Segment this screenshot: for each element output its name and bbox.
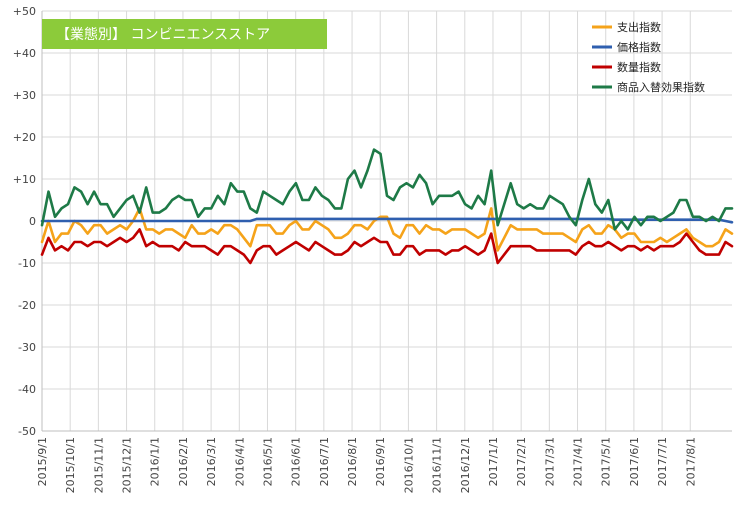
chart-title-box: 【業態別】 コンビニエンスストア [42, 19, 327, 49]
x-tick-label: 2016/6/1 [290, 437, 303, 486]
x-tick-label: 2017/2/1 [515, 437, 528, 486]
x-tick-label: 2016/9/1 [374, 437, 387, 486]
y-tick-label: +40 [13, 47, 36, 60]
x-tick-label: 2015/12/1 [121, 437, 134, 493]
y-tick-label: +10 [13, 173, 36, 186]
x-tick-label: 2017/6/1 [628, 437, 641, 486]
legend-label: 数量指数 [617, 60, 661, 74]
x-tick-label: 2016/8/1 [346, 437, 359, 486]
series-lines [40, 148, 734, 265]
x-tick-label: 2016/10/1 [402, 437, 415, 493]
title-background [42, 19, 327, 49]
series-line-0 [40, 207, 734, 252]
y-tick-label: +50 [13, 5, 36, 18]
x-tick-label: 2015/10/1 [64, 437, 77, 493]
legend-label: 価格指数 [617, 40, 661, 54]
x-tick-label: 2017/4/1 [572, 437, 585, 486]
legend-label: 商品入替効果指数 [617, 80, 705, 94]
x-tick-label: 2015/11/1 [92, 437, 105, 493]
y-tick-label: +20 [13, 131, 36, 144]
x-tick-label: 2016/11/1 [431, 437, 444, 493]
x-tick-label: 2017/3/1 [543, 437, 556, 486]
y-axis-ticks: +50 +40 +30 +20 +10 0 -10 -20 -30 -40 -50 [13, 5, 36, 438]
series-line-2 [40, 228, 734, 265]
x-tick-label: 2016/2/1 [177, 437, 190, 486]
x-tick-label: 2016/3/1 [205, 437, 218, 486]
x-tick-label: 2017/5/1 [600, 437, 613, 486]
y-tick-label: -30 [18, 341, 36, 354]
series-line-1 [40, 217, 734, 224]
x-tick-label: 2016/1/1 [149, 437, 162, 486]
x-axis-ticks: 2015/9/1 2015/10/1 2015/11/1 2015/12/1 2016/… [36, 437, 697, 493]
x-tick-label: 2016/4/1 [233, 437, 246, 486]
x-tick-label: 2017/8/1 [684, 437, 697, 486]
x-tick-label: 2016/5/1 [261, 437, 274, 486]
y-tick-label: +30 [13, 89, 36, 102]
x-tick-label: 2016/7/1 [318, 437, 331, 486]
y-tick-label: -10 [18, 257, 36, 270]
y-tick-label: -40 [18, 383, 36, 396]
legend-label: 支出指数 [617, 20, 661, 34]
y-tick-label: 0 [29, 215, 36, 228]
x-tick-label: 2015/9/1 [36, 437, 49, 486]
x-tick-label: 2016/12/1 [459, 437, 472, 493]
x-tick-label: 2017/7/1 [656, 437, 669, 486]
x-tick-label: 2017/1/1 [487, 437, 500, 486]
y-tick-label: -50 [18, 425, 36, 438]
chart-title: 【業態別】 コンビニエンスストア [56, 27, 270, 43]
series-line-3 [40, 148, 734, 231]
y-tick-label: -20 [18, 299, 36, 312]
